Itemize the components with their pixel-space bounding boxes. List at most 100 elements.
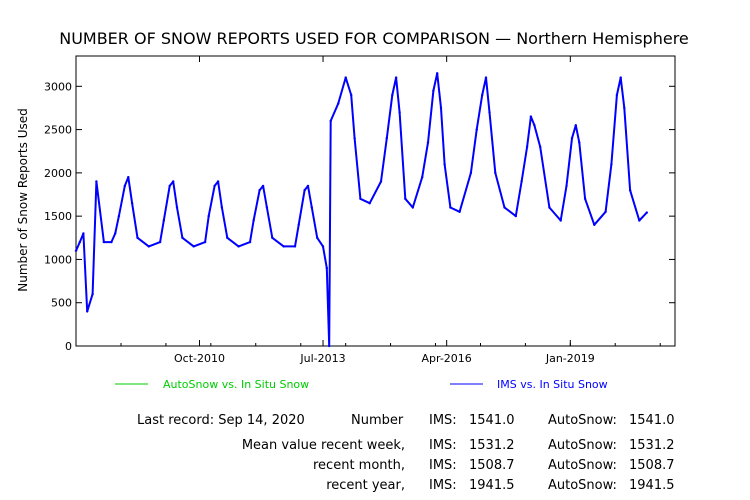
- x-tick-label: Jan-2019: [545, 352, 595, 365]
- series-point: [123, 184, 127, 188]
- series-point: [494, 171, 497, 175]
- series-point: [265, 206, 269, 209]
- series-point: [181, 236, 184, 239]
- series-point: [252, 219, 255, 222]
- series-point: [469, 171, 473, 175]
- series-point: [237, 245, 240, 248]
- series-point: [310, 206, 313, 209]
- series-point: [368, 202, 371, 205]
- series-point: [449, 206, 452, 209]
- number-label: Number: [351, 413, 404, 428]
- series-point: [379, 180, 383, 183]
- series-point: [95, 180, 98, 183]
- series-point: [548, 206, 551, 209]
- series-point: [436, 72, 439, 75]
- series-point: [426, 141, 430, 144]
- series-point: [638, 219, 641, 222]
- series-point: [216, 180, 220, 183]
- series-point: [136, 236, 139, 239]
- series-point: [359, 197, 362, 200]
- series-point: [443, 163, 446, 166]
- series-point: [344, 76, 347, 79]
- number-autosnow-value: 1541.0: [629, 413, 675, 428]
- series-point: [565, 184, 568, 188]
- series-line-ims: [75, 72, 648, 347]
- number-ims-value: 1541.0: [469, 413, 515, 428]
- series-point: [261, 184, 265, 188]
- series-point: [574, 124, 577, 127]
- series-point: [282, 245, 285, 248]
- series-point: [306, 184, 310, 188]
- series-point: [353, 137, 356, 140]
- y-tick-label: 1500: [44, 210, 72, 223]
- last-record: Last record: Sep 14, 2020: [137, 413, 305, 428]
- ims-label: IMS:: [429, 438, 457, 453]
- series-point: [628, 189, 632, 192]
- series-point: [117, 214, 121, 218]
- series-point: [110, 240, 113, 244]
- series-point: [385, 137, 388, 140]
- month-label: recent month,: [313, 458, 405, 473]
- series-point: [82, 232, 85, 235]
- series-point: [91, 292, 94, 296]
- series-point: [623, 106, 626, 110]
- series-point: [350, 93, 353, 97]
- series-point: [619, 76, 622, 79]
- series-point: [226, 236, 229, 239]
- series-point: [398, 111, 401, 114]
- mean-week-label: Mean value recent week,: [241, 438, 405, 453]
- series-point: [102, 240, 106, 244]
- year-autosnow-value: 1941.5: [629, 478, 675, 493]
- series-point: [258, 189, 261, 192]
- series-point: [130, 202, 134, 205]
- series-point: [192, 245, 195, 248]
- x-tick-label: Apr-2016: [422, 352, 472, 365]
- series-point: [328, 344, 331, 348]
- series-point: [394, 76, 398, 79]
- series-point: [404, 197, 407, 200]
- series-point: [593, 223, 596, 226]
- series-point: [329, 119, 332, 123]
- y-tick-label: 1000: [44, 253, 72, 266]
- series-point: [570, 137, 574, 140]
- plot-frame: [75, 55, 676, 347]
- series-point: [293, 245, 297, 248]
- series-point: [520, 180, 523, 183]
- series-point: [114, 232, 117, 235]
- series-point: [488, 111, 491, 114]
- series-point: [86, 310, 89, 313]
- series-point: [168, 184, 171, 188]
- week-ims-value: 1531.2: [469, 438, 515, 453]
- autosnow-label: AutoSnow:: [548, 458, 617, 473]
- series-point: [458, 210, 461, 213]
- x-axis-ticks: Oct-2010 Jul-2013 Apr-2016 Jan-2019: [120, 56, 661, 365]
- series-point: [271, 236, 274, 239]
- y-tick-label: 500: [51, 297, 72, 310]
- series-point: [533, 124, 536, 127]
- y-tick-label: 2000: [44, 167, 72, 180]
- series-point: [147, 245, 150, 248]
- week-autosnow-value: 1531.2: [629, 438, 675, 453]
- series-point: [411, 206, 414, 209]
- series-point: [74, 249, 78, 252]
- series-point: [503, 206, 506, 209]
- series-point: [583, 197, 587, 200]
- y-axis-ticks: 0 500 1000 1500 2000 2500 3000: [44, 80, 675, 353]
- series-point: [78, 240, 82, 244]
- series-point: [475, 128, 478, 131]
- series-point: [481, 93, 484, 97]
- legend-autosnow-label: AutoSnow vs. In Situ Snow: [163, 378, 309, 391]
- series-point: [325, 266, 328, 270]
- y-tick-label: 3000: [44, 80, 72, 93]
- series-point: [162, 219, 165, 222]
- series-point: [158, 240, 162, 244]
- series-point: [421, 176, 424, 179]
- series-point: [337, 102, 340, 105]
- series-point: [172, 180, 175, 183]
- snow-reports-chart: NUMBER OF SNOW REPORTS USED FOR COMPARIS…: [16, 29, 689, 391]
- series-point: [578, 141, 581, 144]
- year-label: recent year,: [326, 478, 405, 493]
- series-point: [207, 214, 210, 218]
- series-point: [610, 163, 613, 166]
